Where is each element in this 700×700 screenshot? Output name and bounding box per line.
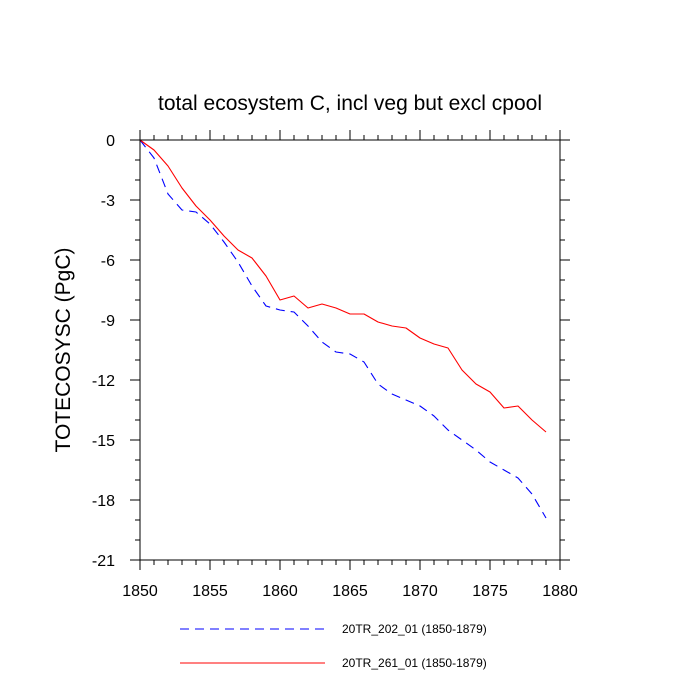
y-tick-label: -3 bbox=[101, 193, 115, 210]
x-tick-label: 1870 bbox=[402, 583, 438, 600]
y-tick-label: -12 bbox=[92, 373, 115, 390]
y-tick-label: 0 bbox=[106, 133, 115, 150]
ticks-layer: 1850 1855 1860 1865 1870 1875 1880 0 -3 -6 -9 -12 -1… bbox=[92, 130, 578, 600]
series-line-2 bbox=[139, 139, 547, 433]
x-tick-label: 1855 bbox=[192, 583, 228, 600]
y-tick-label: -21 bbox=[92, 553, 115, 570]
y-tick-label: -6 bbox=[101, 253, 115, 270]
x-tick-label: 1850 bbox=[122, 583, 158, 600]
y-tick-label: -9 bbox=[101, 313, 115, 330]
plot-frame bbox=[139, 139, 561, 561]
chart-title: total ecosystem C, incl veg but excl cpo… bbox=[158, 92, 542, 115]
legend-label-1: 20TR_202_01 (1850-1879) bbox=[342, 622, 487, 636]
x-tick-label: 1875 bbox=[472, 583, 508, 600]
legend-label-2: 20TR_261_01 (1850-1879) bbox=[342, 656, 487, 670]
x-tick-label: 1865 bbox=[332, 583, 368, 600]
y-tick-label: -18 bbox=[92, 493, 115, 510]
x-tick-label: 1880 bbox=[542, 583, 578, 600]
series-line-1 bbox=[139, 139, 547, 519]
y-tick-label: -15 bbox=[92, 433, 115, 450]
x-tick-label: 1860 bbox=[262, 583, 298, 600]
legend: 20TR_202_01 (1850-1879) 20TR_261_01 (1850… bbox=[180, 622, 487, 670]
series-layer bbox=[139, 139, 547, 519]
y-axis-label: TOTECOSYSC (PgC) bbox=[52, 248, 75, 453]
